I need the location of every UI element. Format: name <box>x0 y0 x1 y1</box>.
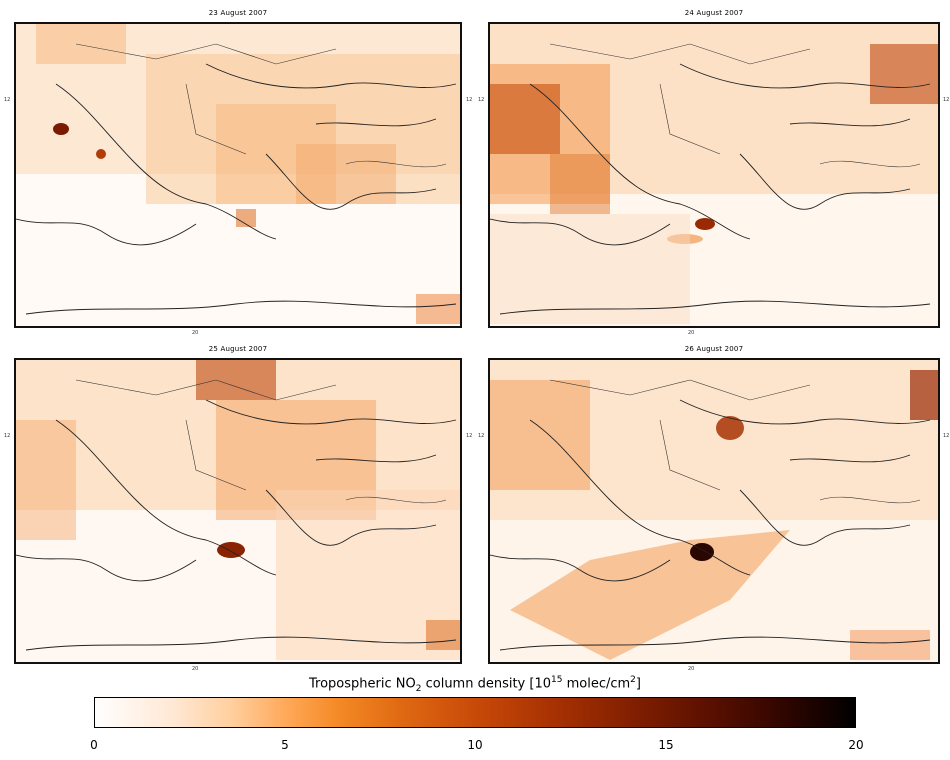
tick-bottom: 20 <box>192 666 199 672</box>
panel-title: 23 August 2007 <box>208 9 268 17</box>
map-panel-25-august: 25 August 2007 12 12 20 <box>4 345 472 672</box>
panel-title: 24 August 2007 <box>684 9 744 17</box>
colorbar-title-suffix: molec/cm <box>562 676 631 692</box>
map-panel-26-august: 26 August 2007 12 12 20 <box>478 345 949 672</box>
colorbar-tick-10: 10 <box>467 738 483 752</box>
no2-map-24-august <box>490 24 938 326</box>
tick-bottom: 20 <box>688 666 695 672</box>
tick-left: 12 <box>4 97 11 103</box>
tick-right: 12 <box>466 433 473 439</box>
map-frame <box>14 22 462 328</box>
panel-title: 25 August 2007 <box>208 345 268 353</box>
colorbar-title-sup: 15 <box>551 675 563 685</box>
colorbar-title-sub: 2 <box>415 683 422 694</box>
map-frame <box>488 358 940 664</box>
map-frame <box>488 22 940 328</box>
colorbar <box>94 697 856 728</box>
colorbar-title-sup2: 2 <box>630 675 636 685</box>
colorbar-title: Tropospheric NO2 column density [1015 mo… <box>0 675 950 694</box>
colorbar-title-mid: column density [10 <box>421 676 551 692</box>
tick-right: 12 <box>943 433 950 439</box>
map-panel-23-august: 23 August 2007 12 12 20 <box>4 9 472 336</box>
colorbar-title-end: ] <box>635 676 641 692</box>
colorbar-title-prefix: Tropospheric NO <box>309 676 416 692</box>
colorbar-tick-5: 5 <box>281 738 289 752</box>
map-panel-24-august: 24 August 2007 12 12 20 <box>478 9 949 336</box>
colorbar-tick-0: 0 <box>90 738 98 752</box>
no2-map-26-august <box>490 360 938 662</box>
colorbar-tick-15: 15 <box>658 738 674 752</box>
colorbar-tick-20: 20 <box>848 738 864 752</box>
no2-map-23-august <box>16 24 460 326</box>
tick-right: 12 <box>466 97 473 103</box>
tick-right: 12 <box>943 97 950 103</box>
tick-bottom: 20 <box>688 330 695 336</box>
map-frame <box>14 358 462 664</box>
no2-map-25-august <box>16 360 460 662</box>
tick-left: 12 <box>478 97 485 103</box>
tick-left: 12 <box>4 433 11 439</box>
panel-title: 26 August 2007 <box>684 345 744 353</box>
tick-left: 12 <box>478 433 485 439</box>
tick-bottom: 20 <box>192 330 199 336</box>
